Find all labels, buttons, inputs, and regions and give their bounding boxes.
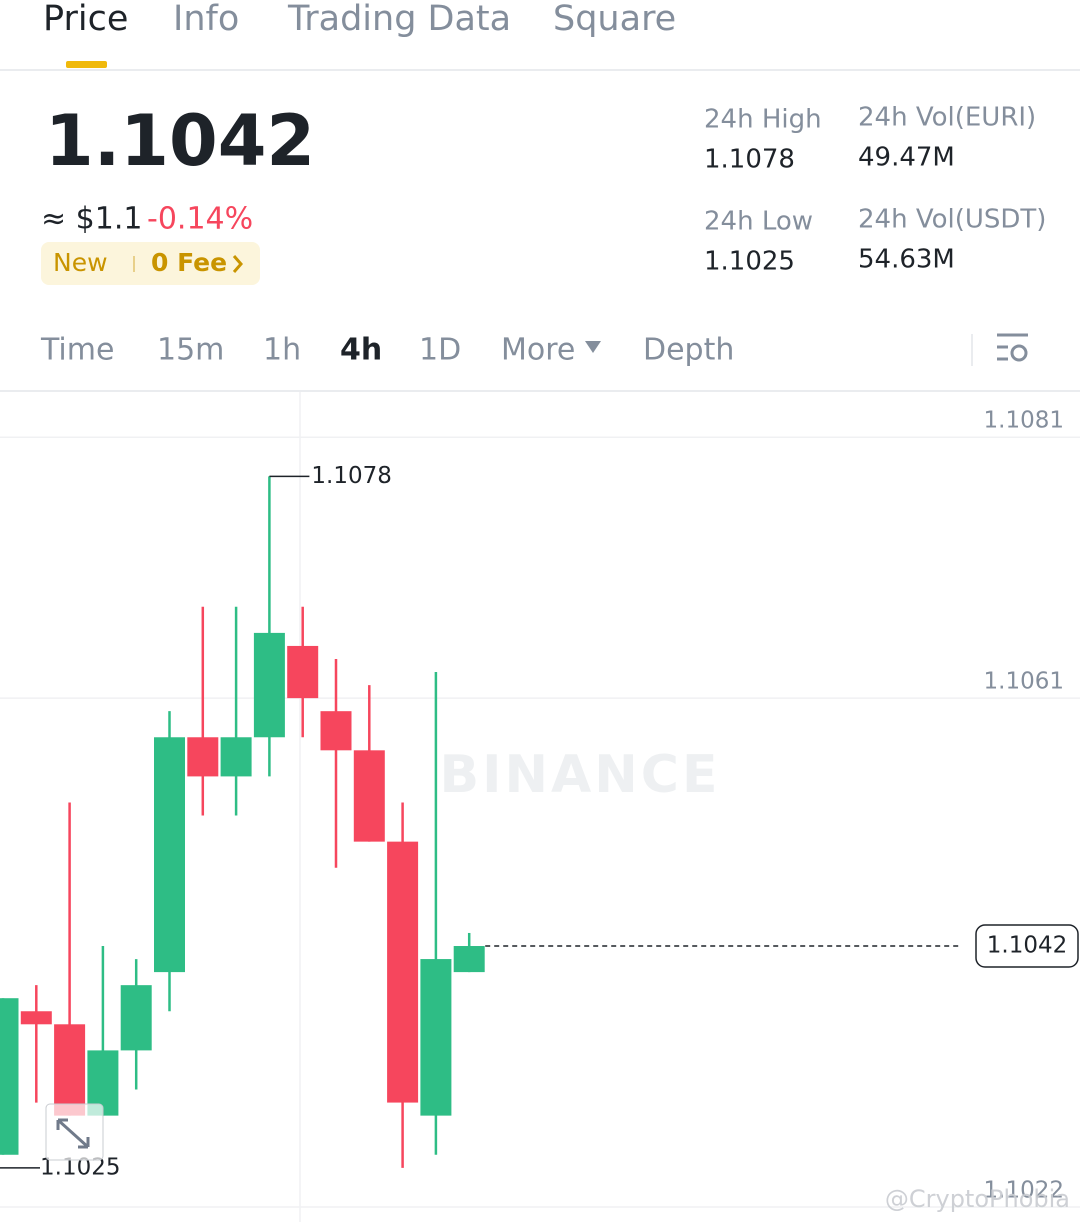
interval[interactable]: Time (40, 333, 114, 368)
candle-body (0, 998, 19, 1155)
y-tick-label: 1.1081 (984, 408, 1064, 434)
high-label: 1.1078 (311, 463, 391, 489)
candle-body (54, 1024, 86, 1116)
usd-price: ≈ $1.1 (41, 202, 142, 237)
candle-body (353, 750, 385, 842)
interval[interactable]: 4h (340, 333, 382, 368)
expand-icon (56, 1118, 90, 1149)
watermark: BINANCE (440, 745, 721, 805)
candle-body (420, 959, 452, 1116)
interval[interactable]: 1D (419, 333, 461, 368)
badge-text: New (53, 248, 108, 277)
stat-label: 24h Vol(USDT) (858, 205, 1046, 235)
stat-label: 24h High (704, 105, 822, 135)
interval[interactable]: 15m (157, 333, 224, 368)
y-tick-label: 1.1061 (984, 669, 1064, 695)
settings-icon[interactable] (997, 333, 1028, 362)
watermark: @CryptoPhobia (885, 1185, 1070, 1213)
y-tick-label: 1.1022 (984, 1177, 1064, 1203)
candle-body (253, 632, 285, 738)
chevron (232, 255, 243, 273)
candle-body (387, 841, 419, 1103)
last-price-box (975, 924, 1079, 968)
expand-button[interactable] (45, 1103, 104, 1161)
stat-value: 1.1025 (704, 247, 795, 277)
tab[interactable]: Info (173, 0, 239, 39)
candle-body (120, 985, 152, 1051)
interval[interactable]: Depth (643, 333, 734, 368)
candle-body (287, 645, 319, 699)
candle-body (20, 1011, 52, 1025)
candle-body (187, 737, 219, 777)
candle-body (220, 737, 252, 777)
candle-body (320, 711, 352, 751)
tab[interactable]: Square (553, 0, 676, 39)
last-price-label: 1.1042 (987, 933, 1067, 959)
candle-body (453, 946, 485, 973)
stat-value: 1.1078 (704, 145, 795, 175)
tab[interactable]: Trading Data (287, 0, 511, 39)
tab[interactable]: Price (43, 0, 128, 39)
fee-text: 0 Fee (151, 248, 227, 277)
dropdown-arrow (585, 341, 601, 353)
stat-value: 49.47M (858, 143, 955, 173)
candle-body (154, 737, 185, 973)
stat-label: 24h Vol(EURI) (858, 103, 1036, 133)
fee-badge[interactable] (41, 242, 260, 285)
last-price: 1.1042 (45, 100, 315, 182)
interval[interactable]: 1h (263, 333, 301, 368)
change: -0.14% (147, 202, 253, 237)
stat-value: 54.63M (858, 245, 955, 275)
interval[interactable]: More (501, 333, 575, 368)
stat-label: 24h Low (704, 207, 813, 237)
tab-indicator (66, 61, 107, 68)
